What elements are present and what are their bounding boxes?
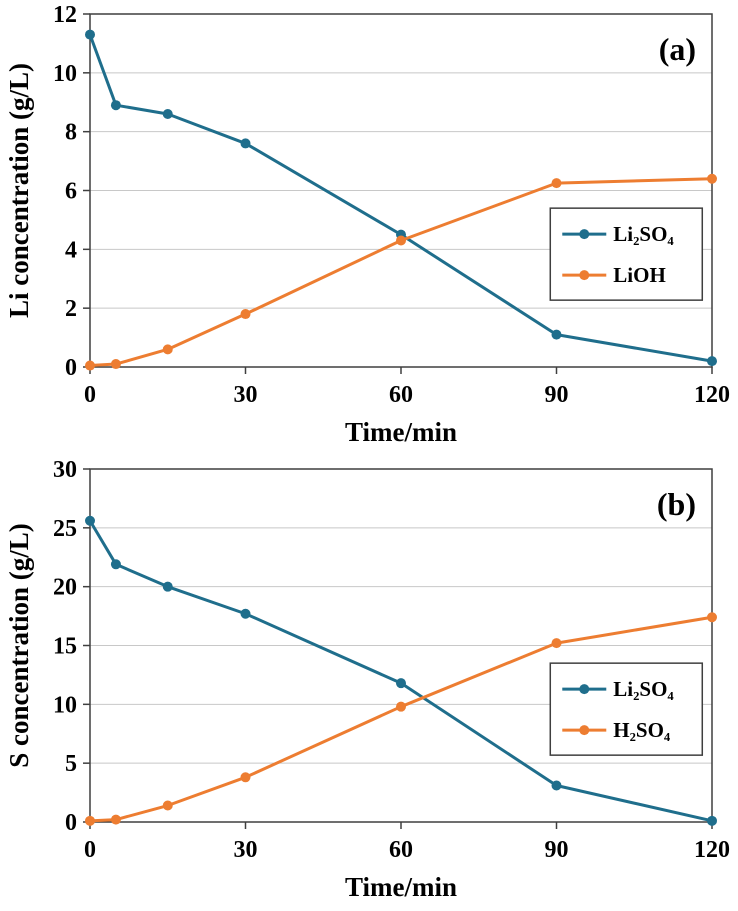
data-point-liso	[85, 29, 95, 40]
data-point-liso	[110, 100, 121, 111]
data-point-liso	[551, 329, 562, 340]
chart-panel-b: 0 5 10 15 20 25 30 0 30 60 90 120 Li₂SO₄ H₂SO₄ (b) Time…	[0, 455, 738, 910]
data-point-hso	[162, 800, 173, 811]
data-point-liso	[85, 515, 95, 526]
legend: Li₂SO₄ LiOH	[549, 207, 704, 301]
data-point-liso	[162, 581, 173, 592]
y-tick-label: 10	[53, 692, 77, 718]
chart-panel-a: 0 2 4 6 8 10 12 0 30 60 90 120 Li₂SO₄ LiOH (a) Time/min…	[0, 0, 738, 455]
y-tick-label: 12	[53, 2, 77, 28]
y-tick-label: 10	[53, 61, 77, 87]
data-point-liso	[707, 815, 717, 826]
x-tick-label: 120	[694, 837, 730, 863]
legend-marker	[579, 270, 590, 281]
legend-box	[549, 662, 704, 756]
y-tick-label: 0	[65, 810, 77, 836]
x-tick-label: 30	[234, 837, 258, 863]
legend-label: Li₂SO₄	[613, 222, 674, 246]
x-axis-title: Time/min	[345, 872, 457, 902]
y-axis-title: Li concentration (g/L)	[4, 63, 34, 318]
legend-marker	[579, 684, 590, 695]
y-tick-label: 4	[65, 237, 77, 263]
data-point-lioh	[240, 309, 251, 320]
data-point-hso	[396, 701, 406, 712]
legend-box	[549, 207, 704, 301]
legend-label: LiOH	[613, 263, 666, 287]
x-tick-label: 60	[389, 837, 413, 863]
legend-label: Li₂SO₄	[613, 677, 674, 701]
y-tick-label: 8	[65, 120, 77, 146]
legend-marker	[579, 229, 590, 240]
data-point-liso	[707, 356, 717, 367]
data-point-hso	[707, 612, 717, 623]
y-axis-title: S concentration (g/L)	[4, 523, 34, 767]
y-tick-label: 20	[53, 575, 77, 601]
data-point-hso	[551, 638, 562, 649]
data-point-liso	[396, 678, 406, 689]
chart-svg: 0 5 10 15 20 25 30 0 30 60 90 120 Li₂SO₄ H₂SO₄ (b) Time…	[4, 457, 730, 902]
x-axis-title: Time/min	[345, 417, 457, 447]
x-tick-label: 0	[84, 382, 96, 408]
series-liso-line	[88, 33, 714, 363]
y-tick-label: 0	[65, 355, 77, 381]
panel-label: (a)	[659, 31, 696, 67]
x-tick-label: 120	[694, 382, 730, 408]
data-point-lioh	[162, 344, 173, 355]
x-tick-label: 90	[545, 382, 569, 408]
data-point-lioh	[396, 235, 406, 246]
x-tick-label: 30	[234, 382, 258, 408]
data-point-liso	[551, 780, 562, 791]
y-tick-label: 2	[65, 296, 77, 322]
data-point-lioh	[85, 360, 95, 371]
panel-label: (b)	[657, 486, 696, 522]
legend: Li₂SO₄ H₂SO₄	[549, 662, 704, 756]
y-tick-label: 15	[53, 634, 77, 660]
y-tick-label: 30	[53, 457, 77, 483]
data-point-lioh	[110, 359, 121, 370]
y-tick-label: 25	[53, 516, 77, 542]
data-point-liso	[110, 559, 121, 570]
data-point-lioh	[551, 178, 562, 189]
data-point-hso	[110, 814, 121, 825]
data-point-liso	[240, 138, 251, 149]
data-point-liso	[240, 608, 251, 619]
data-point-hso	[240, 772, 251, 783]
legend-marker	[579, 725, 590, 736]
data-point-hso	[85, 815, 95, 826]
data-point-liso	[162, 109, 173, 120]
legend-label: H₂SO₄	[613, 718, 671, 742]
y-tick-label: 5	[65, 751, 77, 777]
x-tick-label: 90	[545, 837, 569, 863]
y-tick-label: 6	[65, 179, 77, 205]
x-tick-label: 60	[389, 382, 413, 408]
x-tick-label: 0	[84, 837, 96, 863]
data-point-lioh	[707, 173, 717, 184]
